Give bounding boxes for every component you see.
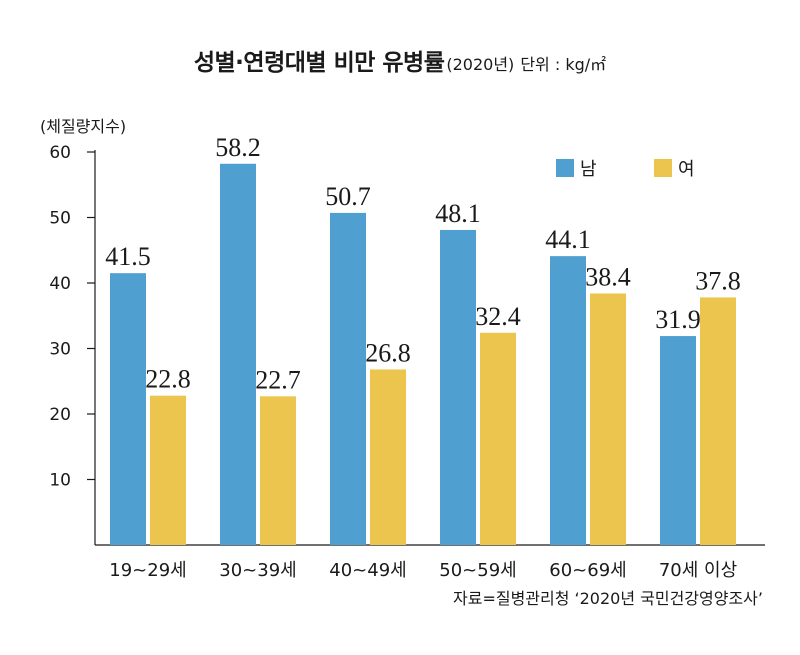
bar-male	[550, 256, 586, 545]
bars	[110, 163, 736, 546]
x-category-label: 40~49세	[329, 560, 406, 581]
bar-value-label: 58.2	[215, 133, 261, 162]
chart-unit-label: 단위 : kg/㎡	[520, 55, 607, 74]
source-note: 자료=질병관리청 ‘2020년 국민건강영양조사’	[453, 589, 763, 608]
y-axis-label: (체질량지수)	[40, 117, 126, 136]
legend-swatch-male	[556, 159, 574, 177]
x-category-label: 50~59세	[439, 560, 516, 581]
y-tick-label: 50	[49, 209, 71, 229]
x-category-label: 19~29세	[109, 560, 186, 581]
x-category-label: 30~39세	[219, 560, 296, 581]
bar-female	[700, 297, 736, 545]
bar-value-label: 38.4	[585, 262, 631, 291]
value-labels: 41.5 22.8 58.2 22.7 50.7 26.8 48.1 32.4 44.1 38.4…	[105, 133, 741, 395]
chart-title-main: 성별·연령대별 비만 유병률	[193, 50, 445, 76]
bar-female	[260, 396, 296, 545]
y-tick-label: 20	[49, 405, 71, 425]
bar-value-label: 50.7	[325, 182, 371, 211]
bar-female	[590, 293, 626, 545]
bar-value-label: 31.9	[655, 305, 701, 334]
legend-label-female: 여	[678, 159, 695, 180]
axes: 10 20 30 40 50 60 (체질량지수) 19~29세 30~39세 40~49세 50~…	[40, 117, 765, 608]
y-tick-label: 30	[49, 340, 71, 360]
chart-subtitle: (2020년)	[446, 55, 515, 74]
bar-value-label: 37.8	[695, 266, 741, 295]
bar-male	[440, 229, 476, 545]
x-category-label: 60~69세	[549, 560, 626, 581]
bar-value-label: 44.1	[545, 225, 591, 254]
bar-female	[150, 395, 186, 545]
legend-label-male: 남	[580, 159, 597, 180]
bar-value-label: 22.7	[255, 365, 301, 394]
y-tick-label: 10	[49, 471, 71, 491]
bar-value-label: 32.4	[475, 302, 521, 331]
y-tick-label: 40	[49, 274, 71, 294]
bar-male	[660, 336, 696, 545]
bar-female	[480, 332, 516, 545]
x-category-label: 70세 이상	[659, 560, 737, 581]
bar-male	[330, 212, 366, 546]
bar-male	[220, 163, 256, 546]
y-tick-label: 60	[49, 143, 71, 163]
bar-male	[110, 273, 146, 545]
bar-value-label: 41.5	[105, 242, 151, 271]
bar-value-label: 48.1	[435, 199, 481, 228]
chart-title: 성별·연령대별 비만 유병률 (2020년) 단위 : kg/㎡	[0, 52, 800, 75]
legend-swatch-female	[654, 159, 672, 177]
bar-female	[370, 369, 406, 545]
bar-value-label: 26.8	[365, 338, 411, 367]
bar-value-label: 22.8	[145, 365, 191, 394]
